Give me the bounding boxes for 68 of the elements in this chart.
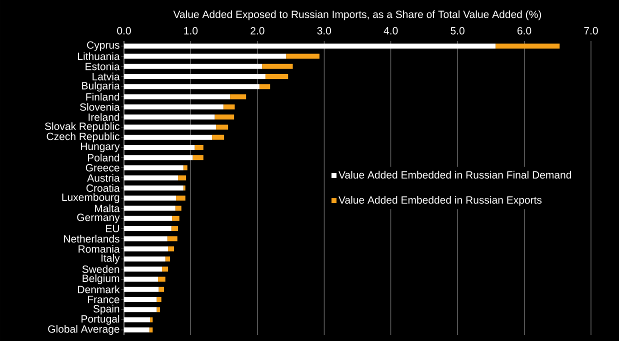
bar	[158, 286, 164, 292]
y-tick-label: Croatia	[86, 184, 120, 192]
y-tick-label: Poland	[88, 154, 120, 162]
bar	[171, 226, 178, 232]
y-tick-label: Bulgaria	[82, 82, 120, 92]
y-tick-label: Germany	[77, 214, 120, 224]
y-tick-label: Slovak Republic	[44, 122, 120, 132]
bar	[262, 64, 293, 69]
bar	[496, 44, 560, 49]
y-tick-label: Lithuania	[78, 52, 120, 60]
bar	[176, 196, 186, 201]
y-tick-label: Cyprus	[87, 41, 120, 51]
bar	[194, 144, 204, 150]
bar	[168, 246, 174, 252]
y-tick-label: Latvia	[92, 72, 120, 80]
bar	[172, 216, 180, 221]
bar	[212, 134, 224, 140]
bar	[158, 276, 166, 282]
bar	[149, 327, 153, 332]
y-tick-label: Netherlands	[64, 234, 120, 243]
bar	[156, 307, 160, 312]
bar	[178, 175, 186, 180]
legend-label: Value Added Embedded in Russian Exports	[338, 196, 542, 206]
x-tick-label: 3.0	[317, 27, 332, 34]
bar	[156, 297, 162, 302]
y-tick-label: EU	[106, 224, 119, 232]
x-axis-title: Value Added Exposed to Russian Imports, as a Share of Total Value Added (%)	[173, 10, 542, 20]
y-tick-label: Ireland	[88, 113, 120, 121]
bar	[230, 94, 246, 100]
x-tick-label: 7.0	[584, 27, 598, 34]
bar	[150, 317, 153, 322]
x-tick-label: 1.0	[184, 27, 198, 34]
y-tick-label: Italy	[102, 254, 120, 264]
x-tick-label: 6.0	[518, 27, 532, 34]
bar	[192, 155, 204, 160]
y-tick-label: Hungary	[80, 142, 120, 152]
y-tick-label: Spain	[93, 304, 120, 315]
x-tick-label: 5.0	[450, 27, 464, 34]
y-tick-label: Malta	[94, 204, 120, 212]
y-tick-label: Slovenia	[80, 103, 120, 111]
y-tick-label: Austria	[87, 174, 120, 182]
y-tick-label: Luxembourg	[62, 193, 120, 204]
y-tick-label: Denmark	[78, 286, 120, 294]
y-tick-label: Global Average	[48, 325, 120, 335]
y-tick-label: Portugal	[82, 314, 120, 325]
y-tick-label: Sweden	[82, 265, 120, 273]
x-tick-label: 0.0	[117, 27, 131, 34]
bar	[214, 114, 234, 120]
bar	[183, 165, 188, 170]
x-tick-label: 2.0	[250, 27, 264, 34]
legend-label: Value Added Embedded in Russian Final Demand	[338, 170, 572, 179]
y-tick-label: Greece	[86, 164, 120, 172]
y-tick-label: Finland	[86, 92, 120, 101]
y-tick-label: France	[88, 296, 120, 304]
bar	[286, 54, 320, 59]
bar	[167, 236, 178, 242]
y-tick-label: Belgium	[82, 274, 120, 284]
bar	[259, 84, 270, 90]
bar	[165, 256, 170, 262]
y-tick-label: Czech Republic	[46, 132, 120, 142]
x-tick-label: 4.0	[384, 27, 398, 34]
y-tick-label: Estonia	[86, 62, 120, 70]
bar	[223, 104, 235, 110]
y-tick-label: Romania	[78, 244, 120, 253]
bar	[162, 266, 168, 272]
bar	[216, 124, 228, 130]
bar	[265, 74, 288, 79]
bar	[175, 206, 182, 211]
